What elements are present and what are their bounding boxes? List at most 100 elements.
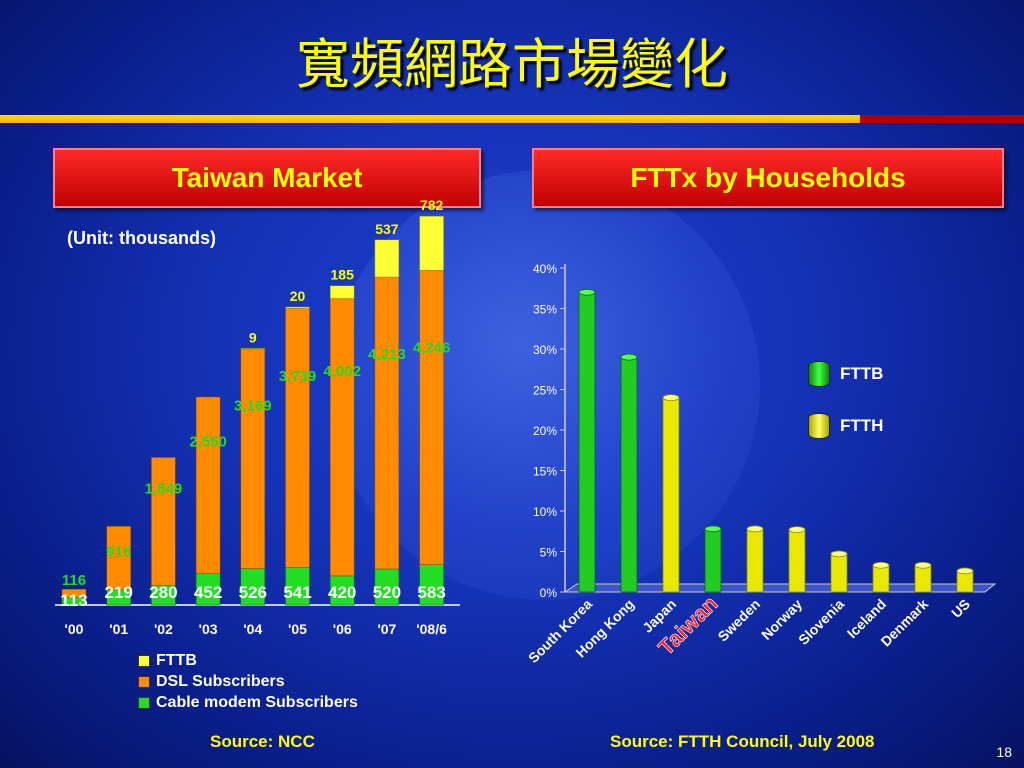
bar-top-5 [788,526,806,534]
bar-dsl-6 [329,298,355,577]
taiwan-market-header: Taiwan Market [53,148,481,208]
bar-cable-6 [329,575,355,606]
legend-swatch-fttb [138,654,150,667]
bar-dsl-0 [61,588,87,598]
legend-label-fttb: FTTB [156,651,197,669]
legend-item-ftth-right: FTTH [808,400,883,452]
legend-label-dsl: DSL Subscribers [156,672,285,690]
bar-fttb-6 [329,285,355,299]
bar-top-2 [662,394,680,402]
label-fttb-7: 537 [375,221,399,237]
bar-cable-5 [285,567,310,606]
label-cable-3: 452 [194,583,222,602]
legend-cylinder-ftth [808,413,830,439]
bar-top-6 [830,550,848,558]
bar-top-4 [746,525,764,533]
left-tick-label-6: '06 [333,621,352,637]
left-tick-label-7: '07 [377,621,396,637]
right-y-tick-label-7: 35% [533,303,557,317]
label-dsl-4: 3,169 [234,397,272,414]
legend-item-fttb-right: FTTB [808,348,883,400]
legend-swatch-dsl [138,675,150,688]
label-dsl-2: 1,849 [145,480,183,497]
bar-dsl-8 [419,270,444,565]
taiwan-market-legend: FTTB DSL Subscribers Cable modem Subscri… [138,650,358,713]
label-cable-2: 280 [149,583,177,602]
left-tick-label-8: '08/6 [416,621,447,637]
label-fttb-8: 782 [420,197,444,213]
right-y-tick-label-2: 10% [533,505,557,519]
page-number: 18 [996,744,1012,760]
label-fttb-5: 20 [290,288,306,304]
label-cable-8: 583 [417,583,445,602]
label-cable-5: 541 [283,583,311,602]
bar-top-8 [914,561,932,569]
label-dsl-1: 916 [106,543,131,560]
background-globe [330,170,760,600]
left-tick-label-1: '01 [109,621,128,637]
legend-label-ftth-right: FTTH [840,416,884,435]
bar-top-9 [956,567,974,575]
bar-dsl-3 [195,396,221,574]
label-cable-4: 526 [239,583,267,602]
bar-top-0 [578,288,596,296]
left-tick-label-0: '00 [65,621,84,637]
slide-title: 寬頻網路市場變化 [296,33,728,96]
right-y-tick-label-8: 40% [533,262,557,276]
bar-dsl-2 [151,457,176,586]
bar-dsl-1 [106,526,131,591]
label-cable-6: 420 [328,583,356,602]
right-y-tick-label-3: 15% [533,465,557,479]
label-fttb-4: 9 [249,329,257,345]
right-y-tick-label-4: 20% [533,424,557,438]
label-dsl-8: 4,246 [413,340,451,357]
right-y-tick-label-6: 30% [533,343,557,357]
bar-fttb-taiwan [704,528,722,593]
label-cable-0: 113 [60,591,87,610]
bar-fttb-5 [285,306,310,309]
legend-item-fttb: FTTB [138,650,358,671]
left-tick-label-4: '04 [243,621,262,637]
legend-label-fttb-right: FTTB [840,364,884,383]
bar-fttb-7 [374,239,400,278]
right-source: Source: FTTH Council, July 2008 [610,732,875,751]
left-tick-label-3: '03 [199,621,218,637]
legend-label-cable: Cable modem Subscribers [156,693,358,711]
label-cable-7: 520 [373,583,401,602]
bar-ftth-japan [662,397,680,593]
bar-fttb-south-korea [578,291,596,593]
bar-top-1 [620,353,638,361]
bar-ftth-slovenia [830,553,848,593]
title-rule-accent [860,115,1024,123]
bar-fttb-8 [419,215,444,271]
legend-item-dsl: DSL Subscribers [138,671,358,692]
bar-fttb-hong-kong [620,356,638,593]
bar-fttb-4 [240,348,266,350]
right-category-label-9: US [948,596,973,621]
left-source: Source: NCC [210,732,315,751]
right-category-label-4: Sweden [714,596,763,645]
label-fttb-6: 185 [331,267,355,283]
label-dsl-6: 4,002 [323,363,361,380]
label-dsl-7: 4,213 [368,346,406,363]
left-tick-label-2: '02 [154,621,173,637]
label-dsl-5: 3,739 [279,368,317,385]
right-y-tick-label-0: 0% [540,586,558,600]
label-dsl-3: 2,550 [189,433,227,450]
bar-top-7 [872,561,890,569]
title-rule [0,115,1024,123]
bar-ftth-sweden [746,528,764,593]
bar-dsl-7 [374,276,400,570]
legend-cylinder-fttb [808,361,830,387]
unit-note: (Unit: thousands) [67,228,216,248]
label-dsl-0: 116 [62,572,86,589]
label-cable-1: 219 [105,583,133,602]
right-y-tick-label-1: 5% [540,546,558,560]
bar-top-3 [704,525,722,533]
legend-swatch-cable [138,696,150,709]
fttx-legend: FTTB FTTH [808,348,883,452]
bar-dsl-4 [240,348,266,569]
legend-item-cable: Cable modem Subscribers [138,692,358,713]
